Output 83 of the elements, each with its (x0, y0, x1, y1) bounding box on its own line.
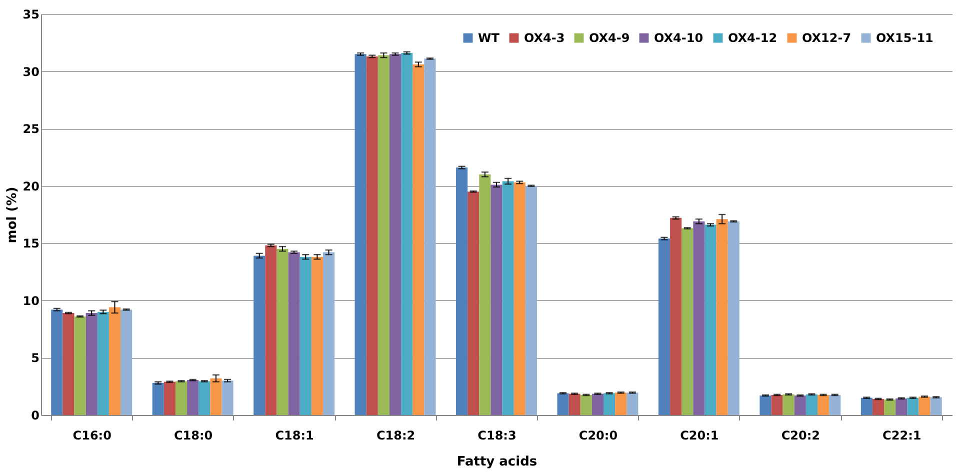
bar (829, 394, 841, 415)
bar (198, 381, 210, 415)
bar (210, 378, 222, 415)
bar (175, 381, 188, 415)
bar (782, 394, 794, 415)
bar (300, 256, 312, 415)
legend-label: WT (478, 31, 500, 45)
y-tick-label: 5 (31, 351, 40, 366)
bar (704, 224, 716, 415)
legend-label: OX4-12 (728, 31, 778, 45)
legend-label: OX4-10 (654, 31, 704, 45)
bar (771, 394, 783, 415)
y-tick-label: 15 (22, 236, 40, 251)
x-tick-label: C22:1 (882, 428, 922, 442)
bar (62, 313, 74, 415)
bar (794, 396, 806, 415)
y-tick-label: 35 (22, 8, 40, 22)
bar (896, 398, 908, 415)
bar (716, 219, 728, 415)
bar (265, 245, 277, 415)
bar (592, 394, 604, 415)
bar (568, 394, 580, 415)
x-tick-label: C18:2 (376, 428, 416, 442)
bar (152, 382, 164, 415)
bar (222, 380, 234, 415)
x-tick-label: C18:1 (275, 428, 314, 442)
bar (389, 54, 402, 415)
bar (557, 393, 569, 415)
bar (818, 394, 830, 415)
legend-label: OX4-3 (524, 31, 565, 45)
bar (525, 186, 537, 415)
bar (615, 392, 627, 415)
bar (670, 218, 682, 415)
bar (468, 192, 480, 415)
y-tick-label: 30 (22, 64, 40, 79)
legend-label: OX12-7 (802, 31, 852, 45)
bar (86, 313, 98, 415)
x-tick-label: C20:0 (578, 428, 618, 442)
bar (806, 394, 818, 415)
bar (187, 380, 199, 415)
legend-label: OX15-11 (876, 31, 934, 45)
x-tick-label: C16:0 (72, 428, 112, 442)
y-tick-label: 10 (22, 294, 40, 308)
bar (412, 64, 424, 415)
x-axis-title: Fatty acids (456, 454, 538, 470)
legend-label: OX4-9 (589, 31, 630, 45)
bar (760, 396, 772, 415)
bar (872, 398, 884, 415)
bar (626, 392, 638, 415)
bar (288, 252, 300, 415)
bar (930, 397, 942, 415)
bar (424, 58, 436, 415)
x-tick-label: C18:0 (174, 428, 213, 442)
bar (354, 54, 366, 415)
bar (907, 398, 919, 415)
bar (51, 310, 63, 415)
bar (502, 181, 514, 415)
bar (74, 316, 86, 415)
bar (479, 174, 491, 415)
bar (884, 400, 896, 415)
y-tick-label: 0 (31, 408, 40, 422)
bar (682, 228, 694, 415)
bar (918, 396, 930, 415)
bar (108, 307, 121, 415)
bar (728, 221, 740, 415)
bar (514, 182, 526, 415)
y-tick-label: 20 (22, 179, 40, 194)
bar (401, 52, 413, 415)
bar (860, 398, 872, 415)
bar (456, 168, 468, 415)
bar (97, 312, 109, 415)
bar (120, 310, 132, 415)
bar (164, 382, 176, 415)
bar (311, 256, 323, 415)
x-tick-label: C20:1 (680, 428, 719, 442)
x-tick-label: C18:3 (478, 428, 516, 442)
bar (366, 56, 378, 415)
bar (580, 394, 592, 415)
y-tick-label: 25 (22, 122, 40, 136)
bar (604, 393, 616, 415)
x-tick-label: C20:2 (781, 428, 820, 442)
y-axis-title: mol (%) (4, 186, 20, 244)
bar (658, 238, 670, 415)
